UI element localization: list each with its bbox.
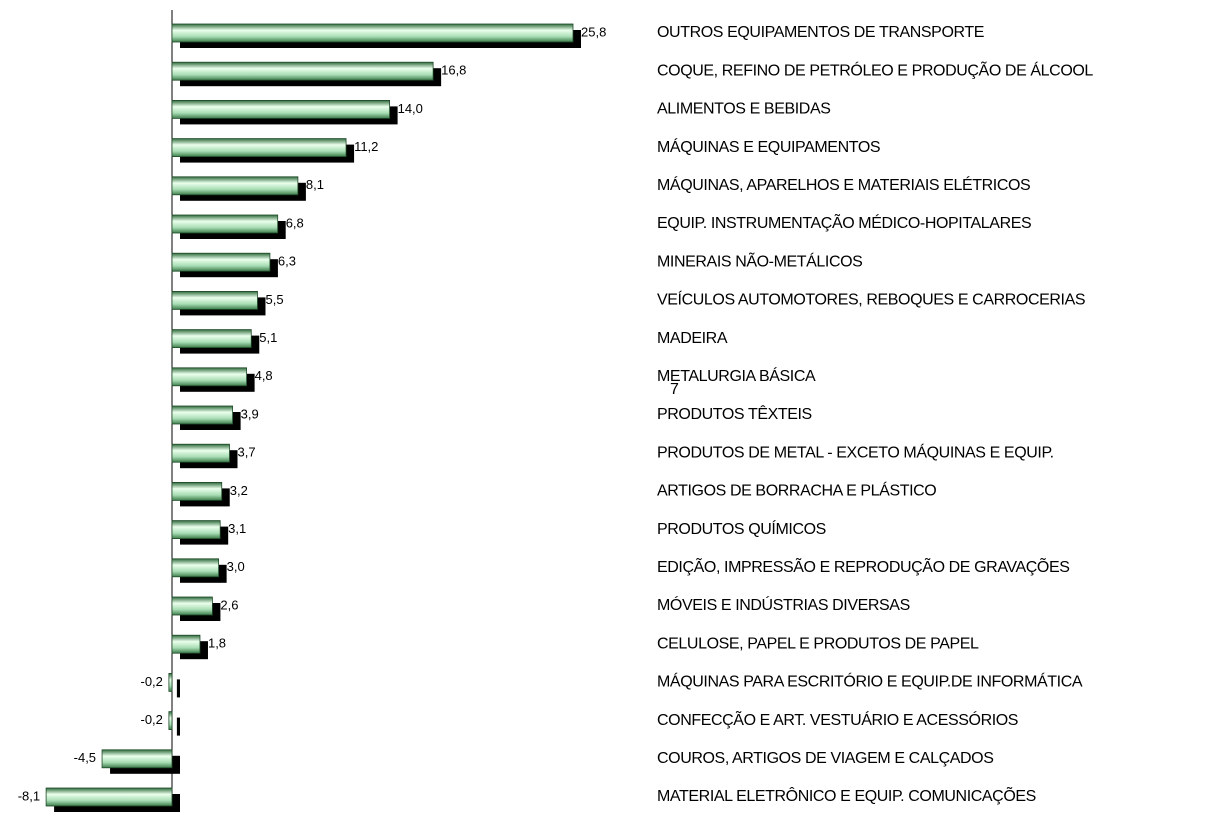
category-label: CONFECÇÃO E ART. VESTUÁRIO E ACESSÓRIOS [657,709,1018,729]
bar [171,481,223,501]
value-label: 11,2 [354,139,378,154]
value-label: 6,8 [286,215,304,230]
bar [171,176,299,196]
value-label: 2,6 [220,597,238,612]
annotation: 7 [670,381,679,398]
bar [168,711,173,730]
category-label: EQUIP. INSTRUMENTAÇÃO MÉDICO-HOPITALARES [657,212,1031,232]
category-label: COUROS, ARTIGOS DE VIAGEM E CALÇADOS [657,750,994,767]
bar [171,61,434,81]
bar [171,23,574,43]
category-label: MATERIAL ELETRÔNICO E EQUIP. COMUNICAÇÕE… [657,785,1036,805]
bar [171,214,279,234]
value-label: 14,0 [398,101,423,116]
bar [171,558,220,578]
category-label: ARTIGOS DE BORRACHA E PLÁSTICO [657,481,936,500]
value-label: 5,5 [265,292,283,307]
category-label: PRODUTOS QUÍMICOS [657,519,826,538]
bar [171,443,230,463]
value-label: 3,9 [241,406,259,421]
bar-shadow [176,679,180,698]
category-label: MADEIRA [657,330,728,347]
value-label: 25,8 [581,24,606,39]
bar [171,405,234,425]
bar [171,329,252,349]
bar-shadow [176,717,180,736]
category-label: OUTROS EQUIPAMENTOS DE TRANSPORTE [657,24,984,41]
value-label: 3,1 [228,521,246,536]
bar [171,596,213,616]
value-label: 6,3 [278,254,296,269]
bar [171,100,390,119]
category-label: PRODUTOS DE METAL - EXCETO MÁQUINAS E EQ… [657,442,1054,461]
category-label: PRODUTOS TÊXTEIS [657,404,812,423]
value-label: 3,2 [230,483,248,498]
bar [171,290,258,310]
bar [171,138,347,158]
bar [101,749,173,769]
value-label: 8,1 [306,177,324,192]
category-label: MINERAIS NÃO-METÁLICOS [657,250,862,270]
value-label: -4,5 [74,750,96,765]
category-label: METALURGIA BÁSICA [657,366,816,385]
bar [171,252,271,272]
value-label: 3,7 [238,445,256,460]
bar [171,520,221,539]
value-label: -0,2 [140,712,162,727]
value-label: -0,2 [140,674,162,689]
category-label: MÁQUINAS, APARELHOS E MATERIAIS ELÉTRICO… [657,175,1030,194]
category-label: MÁQUINAS PARA ESCRITÓRIO E EQUIP.DE INFO… [657,672,1083,691]
category-label: EDIÇÃO, IMPRESSÃO E REPRODUÇÃO DE GRAVAÇ… [657,556,1070,576]
value-label: -8,1 [18,788,40,803]
bar [168,673,173,692]
value-label: 3,0 [227,559,245,574]
category-label: ALIMENTOS E BEBIDAS [657,101,831,118]
category-label: COQUE, REFINO DE PETRÓLEO E PRODUÇÃO DE … [657,59,1093,79]
bar [171,367,248,387]
category-label: MÓVEIS E INDÚSTRIAS DIVERSAS [657,595,910,614]
value-label: 1,8 [208,636,226,651]
bar [171,634,201,654]
category-label: CELULOSE, PAPEL E PRODUTOS DE PAPEL [657,635,979,652]
bar [45,787,173,807]
category-label: VEÍCULOS AUTOMOTORES, REBOQUES E CARROCE… [657,290,1085,309]
value-label: 5,1 [259,330,277,345]
value-label: 16,8 [441,63,466,78]
value-label: 4,8 [255,368,273,383]
category-label: MÁQUINAS E EQUIPAMENTOS [657,137,880,156]
